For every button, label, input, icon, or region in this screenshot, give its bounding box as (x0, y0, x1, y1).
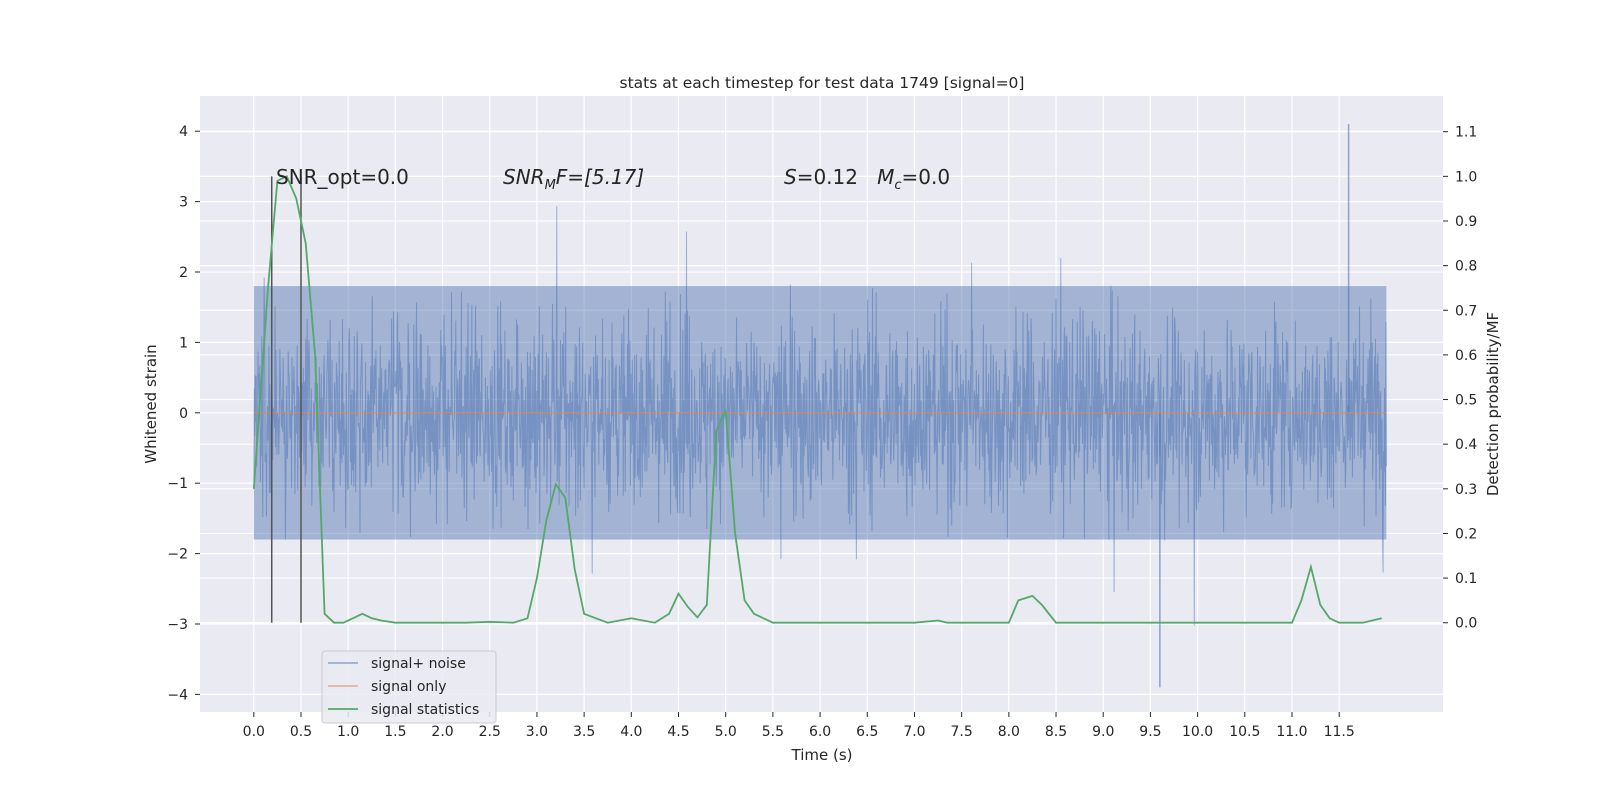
right-y-tick-label: 0.2 (1455, 526, 1477, 542)
x-tick-label: 1.5 (384, 724, 406, 740)
y-tick-label: −4 (167, 687, 188, 703)
right-y-tick-label: 0.8 (1455, 259, 1477, 275)
signal-statistics-line (252, 175, 1382, 624)
grid (200, 96, 1443, 712)
x-tick-label: 8.0 (998, 724, 1020, 740)
y-tick-label: 3 (179, 195, 188, 211)
x-tick-label: 7.0 (903, 724, 925, 740)
x-tick-label: 1.0 (337, 724, 359, 740)
y-tick-label: 1 (179, 335, 188, 351)
right-y-tick-label: 0.0 (1455, 616, 1477, 632)
x-axis-ticks: 0.0 0.5 1.0 1.5 2.0 2.5 3.0 3.5 4.0 4.5 5.0 5.5 6.0 6… (243, 712, 1355, 740)
right-y-axis-label: Detection probability/MF (1484, 312, 1502, 496)
x-tick-label: 7.5 (951, 724, 973, 740)
right-y-axis-ticks: 1.1 1.0 0.9 0.8 0.7 0.6 0.5 0.4 0.3 0.2 0.1 0.0 (1443, 125, 1477, 632)
x-tick-label: 4.0 (620, 724, 642, 740)
noise-trace (253, 206, 1387, 626)
y-tick-label: −2 (167, 547, 188, 563)
chart-title: stats at each timestep for test data 174… (620, 74, 1025, 92)
x-tick-label: 4.5 (667, 724, 689, 740)
x-axis-label: Time (s) (791, 746, 853, 764)
y-tick-label: −3 (167, 617, 188, 633)
right-y-tick-label: 0.5 (1455, 393, 1477, 409)
x-tick-label: 2.0 (431, 724, 453, 740)
right-y-tick-label: 0.7 (1455, 303, 1477, 319)
y-axis-label: Whitened strain (142, 344, 160, 463)
right-y-tick-label: 0.4 (1455, 437, 1477, 453)
x-tick-label: 3.0 (526, 724, 548, 740)
right-y-tick-label: 0.1 (1455, 571, 1477, 587)
x-tick-label: 11.5 (1324, 724, 1355, 740)
right-y-tick-label: 0.6 (1455, 348, 1477, 364)
x-tick-label: 3.5 (573, 724, 595, 740)
annotation-snr-opt: SNR_opt=0.0 (276, 165, 409, 189)
legend-label-signal-only: signal only (371, 679, 446, 695)
x-tick-label: 9.5 (1139, 724, 1161, 740)
x-tick-label: 5.0 (715, 724, 737, 740)
x-tick-label: 0.5 (290, 724, 312, 740)
x-tick-label: 8.5 (1045, 724, 1067, 740)
x-tick-label: 10.5 (1229, 724, 1260, 740)
right-y-tick-label: 0.9 (1455, 214, 1477, 230)
legend-label-signal-noise: signal+ noise (371, 656, 466, 672)
y-axis-ticks: 4 3 2 1 0 −1 −2 −3 −4 (167, 124, 200, 703)
x-tick-label: 9.0 (1092, 724, 1114, 740)
x-tick-label: 6.5 (856, 724, 878, 740)
right-y-tick-label: 0.3 (1455, 482, 1477, 498)
legend-box (321, 650, 497, 724)
x-tick-label: 0.0 (243, 724, 265, 740)
annotation-s-mc: S=0.12 Mc=0.0 (784, 165, 950, 193)
x-tick-label: 10.0 (1182, 724, 1213, 740)
x-tick-label: 11.0 (1276, 724, 1307, 740)
x-tick-label: 6.0 (809, 724, 831, 740)
x-tick-label: 5.5 (762, 724, 784, 740)
annotation-snr-mf: SNRMF=[5.17] (503, 165, 644, 193)
y-tick-label: −1 (167, 476, 188, 492)
x-tick-label: 2.5 (479, 724, 501, 740)
y-tick-label: 2 (179, 265, 188, 281)
y-tick-label: 4 (179, 124, 188, 140)
legend-label-signal-statistics: signal statistics (371, 702, 479, 718)
right-y-tick-label: 1.0 (1455, 169, 1477, 185)
legend: signal+ noise signal only signal statist… (321, 650, 497, 724)
right-y-tick-label: 1.1 (1455, 125, 1477, 141)
y-tick-label: 0 (179, 406, 188, 422)
